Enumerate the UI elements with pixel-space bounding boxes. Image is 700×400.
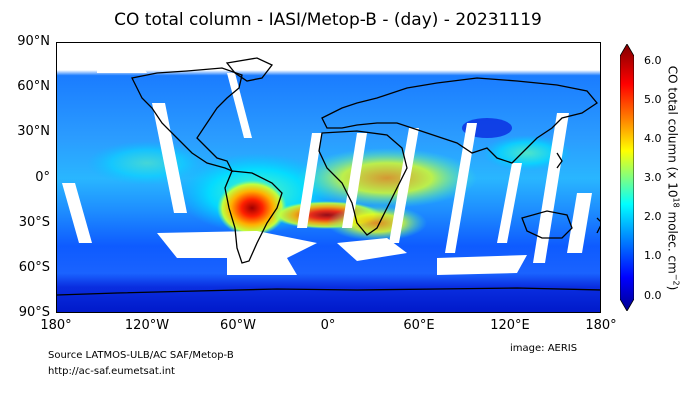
cbar-tick-0: 0.0: [644, 289, 662, 302]
cbar-tick-2: 2.0: [644, 210, 662, 223]
cbar-tick-5: 5.0: [644, 93, 662, 106]
co-pacific-band: [87, 141, 207, 185]
co-africa-north: [297, 148, 477, 208]
y-tick-90n: 90°N: [17, 34, 50, 49]
x-tick-60e: 60°E: [403, 318, 435, 333]
source-url: http://ac-saf.eumetsat.int: [48, 366, 175, 377]
y-tick-60n: 60°N: [17, 79, 50, 94]
y-tick-60s: 60°S: [18, 260, 50, 275]
co-south-america-hotspot: [217, 180, 287, 236]
colorbar: [620, 44, 634, 311]
y-tick-90s: 90°S: [18, 305, 50, 320]
co-africa-south: [327, 205, 427, 241]
map-plot: [56, 42, 601, 313]
cbar-tick-6: 6.0: [644, 54, 662, 67]
source-text: Source LATMOS-ULB/AC SAF/Metop-B: [48, 350, 234, 361]
cbar-tick-3: 3.0: [644, 171, 662, 184]
co-field-map: [57, 43, 600, 312]
cbar-tick-1: 1.0: [644, 249, 662, 262]
y-tick-0: 0°: [35, 170, 50, 185]
colorbar-gradient: [620, 44, 634, 311]
y-tick-30s: 30°S: [18, 215, 50, 230]
x-tick-180e: 180°: [585, 318, 617, 333]
x-tick-120w: 120°W: [124, 318, 170, 333]
cbar-tick-4: 4.0: [644, 132, 662, 145]
coastlines: [57, 57, 600, 296]
swath-gaps: [62, 58, 592, 275]
x-tick-0: 0°: [320, 318, 336, 333]
image-credit: image: AERIS: [510, 343, 578, 354]
x-tick-180w: 180°: [40, 318, 72, 333]
x-tick-120e: 120°E: [490, 318, 530, 333]
x-tick-60w: 60°W: [220, 318, 256, 333]
colorbar-label: CO total column (x 1018 molec. cm−2): [665, 65, 681, 291]
map-title: CO total column - IASI/Metop-B - (day) -…: [114, 10, 542, 30]
y-tick-30n: 30°N: [17, 124, 50, 139]
